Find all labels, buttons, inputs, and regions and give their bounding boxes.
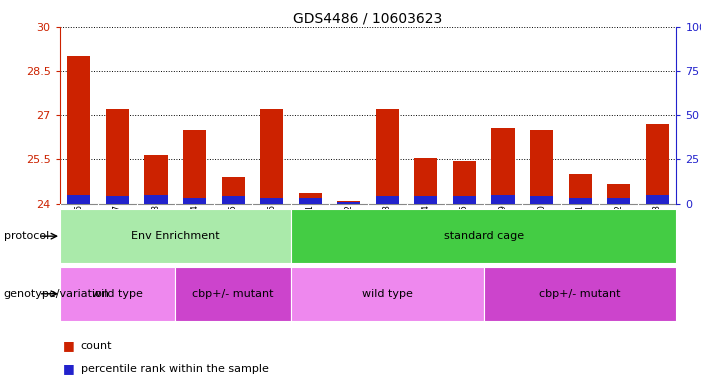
Bar	[453, 161, 476, 204]
Bar	[144, 155, 168, 204]
Text: GSM766013: GSM766013	[653, 204, 662, 255]
Bar	[260, 198, 283, 204]
Text: GSM766004: GSM766004	[421, 204, 430, 255]
Bar	[491, 128, 515, 204]
Text: GSM766009: GSM766009	[498, 204, 508, 255]
Bar	[291, 209, 676, 263]
Bar	[453, 197, 476, 204]
Bar	[530, 197, 553, 204]
Text: GSM766012: GSM766012	[614, 204, 623, 255]
Bar	[60, 209, 291, 263]
Text: percentile rank within the sample: percentile rank within the sample	[81, 364, 268, 374]
Text: GSM766007: GSM766007	[113, 204, 122, 255]
Text: Env Enrichment: Env Enrichment	[131, 231, 219, 241]
Bar	[607, 184, 630, 204]
Text: protocol: protocol	[4, 231, 49, 241]
Bar	[646, 195, 669, 204]
Bar	[222, 197, 245, 204]
Bar	[299, 198, 322, 204]
Bar	[491, 195, 515, 204]
Bar	[60, 267, 175, 321]
Text: ■: ■	[63, 362, 75, 375]
Bar	[67, 195, 90, 204]
Text: GSM766011: GSM766011	[576, 204, 585, 255]
Bar	[299, 193, 322, 204]
Text: ■: ■	[63, 339, 75, 352]
Bar	[646, 124, 669, 204]
Text: standard cage: standard cage	[444, 231, 524, 241]
Text: GSM766002: GSM766002	[344, 204, 353, 255]
Bar	[376, 197, 399, 204]
Text: count: count	[81, 341, 112, 351]
Bar	[260, 109, 283, 204]
Bar	[144, 195, 168, 204]
Bar	[106, 109, 129, 204]
Bar	[67, 56, 90, 204]
Text: GSM766001: GSM766001	[306, 204, 315, 255]
Bar	[530, 130, 553, 204]
Bar	[337, 201, 360, 204]
Bar	[183, 198, 206, 204]
Text: GDS4486 / 10603623: GDS4486 / 10603623	[294, 12, 442, 25]
Bar	[106, 197, 129, 204]
Text: wild type: wild type	[92, 289, 143, 299]
Bar	[607, 198, 630, 204]
Text: cbp+/- mutant: cbp+/- mutant	[539, 289, 621, 299]
Text: genotype/variation: genotype/variation	[4, 289, 109, 299]
Text: wild type: wild type	[362, 289, 413, 299]
Text: GSM766015: GSM766015	[229, 204, 238, 255]
Text: cbp+/- mutant: cbp+/- mutant	[192, 289, 274, 299]
Bar	[414, 197, 437, 204]
Text: GSM766005: GSM766005	[460, 204, 469, 255]
Bar	[183, 130, 206, 204]
Bar	[569, 174, 592, 204]
Text: GSM766003: GSM766003	[383, 204, 392, 255]
Text: GSM766014: GSM766014	[190, 204, 199, 255]
Bar	[376, 109, 399, 204]
Bar	[291, 267, 484, 321]
Bar	[175, 267, 291, 321]
Bar	[414, 158, 437, 204]
Text: GSM766008: GSM766008	[151, 204, 161, 255]
Bar	[484, 267, 676, 321]
Bar	[569, 198, 592, 204]
Text: GSM766016: GSM766016	[267, 204, 276, 255]
Text: GSM766010: GSM766010	[537, 204, 546, 255]
Bar	[222, 177, 245, 204]
Text: GSM766006: GSM766006	[74, 204, 83, 255]
Bar	[337, 202, 360, 204]
